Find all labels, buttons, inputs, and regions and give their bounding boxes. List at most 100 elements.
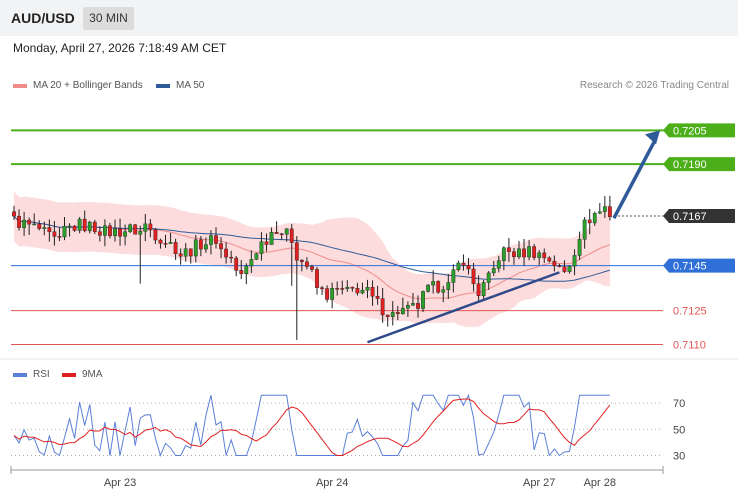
level-tag-0: 0.7205 [663,123,735,138]
candle-body [400,307,405,315]
level-tags: 0.7205 0.7190 0.7145 0.7125 0.7110 0.7167 [663,123,735,351]
level-tag-box-0 [663,123,735,138]
trend-line [367,271,560,344]
legend-item-rsi: RSI [13,369,50,380]
candle-body [552,260,557,266]
candle-body [148,223,153,230]
candle-body [178,253,183,257]
candle-body [214,235,218,244]
current-price-box [663,208,735,223]
candle-body [320,287,324,289]
candle-body [289,228,294,243]
rsi-line [13,393,610,458]
legend-label-ma50: MA 50 [176,80,205,91]
candle-body [481,282,486,296]
candle-body [12,211,16,217]
candle-body [118,228,122,237]
candle-body [395,312,400,315]
candle-body [431,281,436,286]
candle-body [143,223,148,232]
candle-body [67,225,72,228]
candle-body [602,206,607,212]
forecast-arrowhead [645,130,660,145]
candle-body [340,288,345,290]
candle-body [209,235,213,245]
candle-body [421,291,425,309]
rsi-ma-line [13,398,611,456]
candle-body [294,242,299,261]
candle-body [62,225,67,238]
candle-body [27,219,32,225]
level-tag-box-2 [663,258,735,273]
candle-body [582,219,587,240]
x-tick-label: Apr 28 [584,477,616,489]
candle-body [436,281,441,293]
level-tag-1: 0.7190 [663,157,735,172]
ma20-swatch [13,83,27,88]
legend-item-ma20: MA 20 + Bollinger Bands [13,80,143,91]
level-tag-text-2: 0.7145 [673,261,707,273]
candle-body [239,270,244,274]
candle-body [375,296,380,299]
candle-body [406,304,410,309]
candle-body [471,268,476,284]
bollinger-bands [14,191,610,328]
candle-body [517,248,521,258]
candle-body [542,252,547,259]
symbol-label: AUD/USD [11,10,75,26]
candle-body [335,288,340,290]
candle-body [32,223,37,226]
candle-body [325,288,329,300]
level-text-3: 0.7125 [673,306,707,318]
candle-body [123,231,128,237]
level-tag-2: 0.7145 [663,258,735,273]
candle-body [77,218,82,231]
legend-label-ma20: MA 20 + Bollinger Bands [33,80,143,91]
candle-body [411,303,415,306]
legend-item-9ma: 9MA [62,369,103,380]
candle-body [491,268,496,274]
candle-body [259,241,264,254]
candle-body [102,225,107,236]
legend-label-9ma: 9MA [82,369,103,380]
candle-body [315,269,319,288]
credit-label: Research © 2026 Trading Central [579,80,729,91]
forecast-arrow [612,137,658,220]
candle-body [390,312,395,317]
candle-body [183,248,188,257]
timestamp-label: Monday, April 27, 2026 7:18:49 AM CET [13,41,227,55]
level-tag-text-0: 0.7205 [673,125,707,137]
candle-body [203,244,208,250]
candle-body [416,303,420,309]
candle-body [441,289,446,293]
candle-body [168,242,173,244]
rsi-swatch [13,372,27,377]
candle-body [507,247,511,252]
candle-body [284,228,289,235]
timeframe-button[interactable]: 30 MIN [83,7,134,30]
annotations [367,130,660,344]
candle-body [360,289,365,294]
candle-body [279,233,284,235]
candle-body [57,236,62,238]
bollinger-band-area [14,191,610,328]
x-tick-label: Apr 24 [316,477,348,489]
candle-body [224,248,228,258]
candle-body [254,253,259,260]
candle-body [72,225,77,231]
rsi-tick-label: 50 [673,424,685,436]
candle-body [244,265,249,274]
candle-body [52,231,57,237]
candle-body [380,298,385,316]
candle-body [608,206,612,218]
level-lines [11,129,735,345]
candle-body [562,266,567,272]
candle-body [264,241,269,245]
candle-body [82,218,87,232]
candle-body [592,213,597,224]
candle-body [567,265,572,272]
candle-body [370,287,375,297]
candle-body [299,259,304,263]
candle-body [188,248,193,257]
